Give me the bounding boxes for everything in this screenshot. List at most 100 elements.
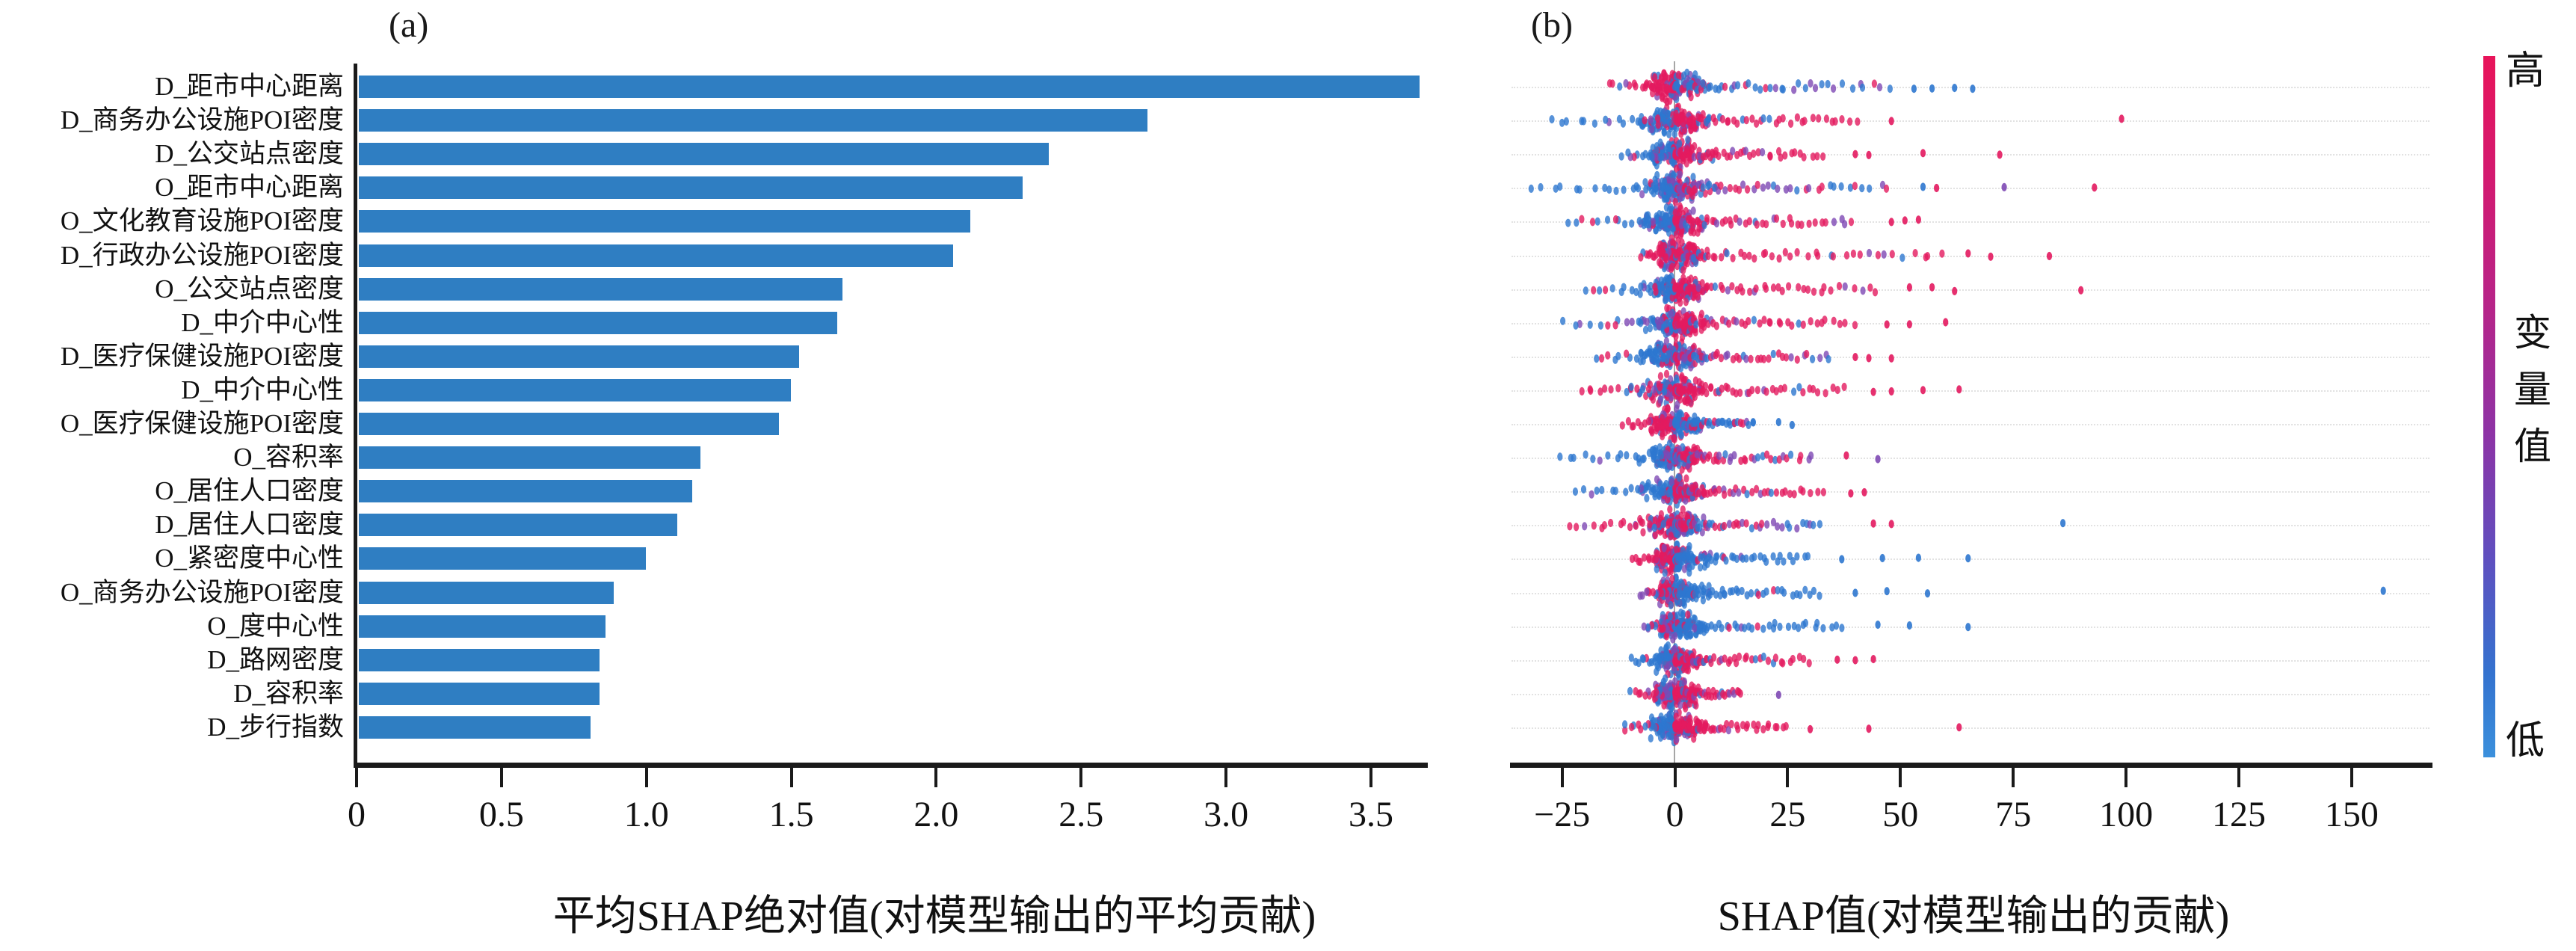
shap-point: [1765, 181, 1771, 190]
shap-point: [1776, 254, 1782, 263]
shap-point: [1705, 251, 1711, 260]
shap-point: [1787, 184, 1793, 193]
shap-point: [1654, 79, 1660, 88]
shap-point: [1808, 489, 1814, 498]
shap-point: [1812, 218, 1818, 227]
shap-point: [1698, 310, 1704, 318]
shap-point: [1606, 79, 1612, 88]
shap-point: [1754, 180, 1760, 189]
shap-point: [1771, 586, 1777, 595]
shap-point: [1587, 320, 1593, 329]
shap-point: [1641, 455, 1647, 464]
shap-point: [1620, 119, 1626, 128]
shap-point: [1668, 532, 1674, 541]
shap-point: [1630, 184, 1636, 193]
shap-point: [1603, 115, 1609, 124]
shap-point: [1792, 148, 1798, 157]
shap-point: [1777, 552, 1783, 561]
row-gridline: [1512, 289, 2429, 291]
shap-point: [1819, 80, 1825, 89]
shap-point: [1641, 553, 1647, 562]
panel-a-x-axis-label: 平均SHAP绝对值(对模型输出的平均贡献): [552, 893, 1316, 940]
bar: [359, 480, 692, 503]
shap-point: [1606, 185, 1612, 194]
shap-point: [1670, 238, 1676, 247]
shap-point: [1743, 519, 1749, 528]
shap-point: [1755, 148, 1761, 157]
shap-point: [1618, 520, 1624, 529]
shap-point: [1636, 217, 1642, 226]
shap-point: [1642, 691, 1648, 700]
shap-point: [1766, 621, 1772, 630]
shap-point: [1625, 148, 1631, 157]
shap-point: [1642, 722, 1648, 731]
shap-point: [1631, 79, 1637, 88]
shap-point: [1644, 493, 1650, 503]
shap-point: [1814, 319, 1820, 328]
shap-point: [1608, 518, 1614, 528]
shap-point: [2001, 182, 2007, 191]
shap-point: [1557, 182, 1563, 191]
shap-point: [1859, 184, 1865, 193]
shap-point: [1621, 185, 1627, 194]
shap-point: [1797, 591, 1803, 600]
shap-point: [1672, 677, 1678, 686]
shap-point: [1839, 79, 1846, 88]
shap-point: [1692, 70, 1698, 79]
shap-point: [1760, 652, 1766, 662]
shap-point: [1734, 119, 1740, 128]
shap-point: [1796, 624, 1802, 633]
row-gridline: [1512, 390, 2429, 392]
x-tick-mark: [2349, 768, 2353, 787]
shap-point: [1640, 83, 1646, 92]
shap-point: [1660, 677, 1666, 686]
shap-point: [1605, 451, 1611, 460]
shap-point: [1808, 724, 1814, 733]
shap-point: [1705, 114, 1711, 123]
shap-point: [1660, 113, 1666, 122]
shap-point: [1681, 375, 1687, 384]
x-tick-mark: [2124, 768, 2128, 787]
shap-point: [1722, 521, 1728, 531]
shap-point: [1764, 520, 1770, 529]
row-gridline: [1512, 727, 2429, 729]
feature-label: O_公交站点密度: [155, 274, 344, 304]
shap-point: [2060, 519, 2066, 528]
shap-point: [1669, 293, 1675, 302]
shap-point: [1920, 386, 1926, 395]
shap-point: [2092, 183, 2098, 192]
shap-point: [1648, 288, 1654, 297]
shap-point: [1665, 404, 1671, 413]
shap-point: [1642, 325, 1649, 334]
feature-label: O_文化教育设施POI密度: [60, 206, 344, 236]
shap-point: [1582, 522, 1588, 531]
shap-point: [1722, 490, 1728, 499]
panel-a-bottom-spine: [354, 763, 1428, 768]
shap-point: [1639, 190, 1645, 199]
shap-point: [1698, 114, 1704, 123]
shap-point: [1622, 726, 1628, 735]
shap-point: [1800, 487, 1806, 496]
shap-point: [1768, 455, 1774, 464]
shap-point: [1714, 348, 1720, 357]
shap-point: [1920, 182, 1926, 191]
shap-point: [1791, 621, 1797, 631]
shap-point: [1718, 181, 1724, 190]
shap-point: [1850, 249, 1856, 258]
shap-point: [1757, 85, 1763, 94]
shap-point: [1939, 249, 1945, 258]
shap-point: [1648, 487, 1654, 496]
shap-point: [1787, 523, 1793, 532]
feature-label: O_度中心性: [207, 611, 344, 641]
shap-point: [1648, 349, 1654, 359]
shap-point: [1637, 591, 1643, 600]
shap-point: [1647, 324, 1653, 333]
shap-point: [1884, 320, 1890, 329]
x-tick-mark: [1786, 768, 1790, 787]
shap-point: [1650, 588, 1656, 597]
x-tick-mark: [934, 768, 938, 787]
shap-point: [1867, 283, 1873, 292]
shap-point: [1639, 348, 1645, 358]
shap-point: [1857, 250, 1863, 259]
shap-point: [1759, 520, 1765, 529]
